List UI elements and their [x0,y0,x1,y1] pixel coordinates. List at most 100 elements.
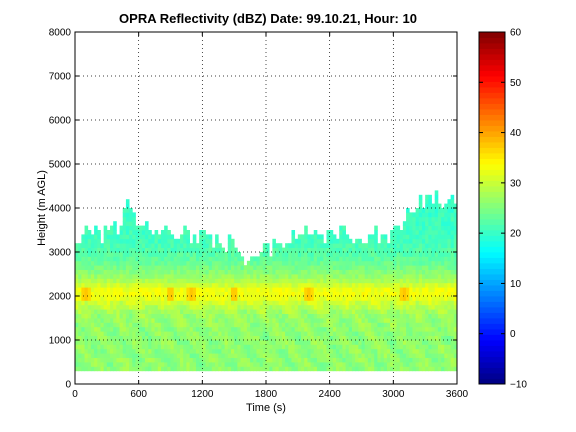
heatmap-cell [199,326,203,332]
heatmap-cell [180,357,184,363]
heatmap-cell [170,326,175,332]
heatmap-cell [116,282,120,288]
heatmap-cell [278,247,283,253]
heatmap-cell [345,300,350,306]
heatmap-cell [116,274,120,279]
heatmap-cell [374,265,378,270]
heatmap-cell [437,357,442,363]
heatmap-cell [396,256,401,262]
heatmap-cell [119,357,124,363]
heatmap-cell [259,326,264,332]
heatmap-cell [450,234,455,240]
heatmap-cell [259,362,264,367]
heatmap-cell [145,322,149,328]
heatmap-cell [170,296,175,301]
heatmap-cell [173,282,178,288]
heatmap-cell [275,344,280,350]
heatmap-cell [310,238,315,244]
heatmap-cell [202,309,206,314]
heatmap-cell [374,340,378,345]
heatmap-cell [119,344,124,350]
heatmap-cell [157,318,162,323]
heatmap-cell [211,274,216,279]
heatmap-cell [148,252,152,257]
heatmap-cell [453,344,458,350]
heatmap-cell [170,353,175,358]
heatmap-cell [164,366,168,372]
heatmap-cell [275,357,280,363]
heatmap-cell [218,265,222,270]
heatmap-cell [409,243,413,248]
heatmap-cell [441,256,445,262]
heatmap-cell [383,340,388,345]
heatmap-cell [221,335,226,341]
heatmap-cell [266,256,270,262]
heatmap-cell [125,230,130,235]
heatmap-cell [345,243,350,248]
heatmap-cell [342,300,346,306]
heatmap-cell [183,362,187,367]
heatmap-cell [75,362,79,367]
heatmap-cell [243,340,248,345]
heatmap-cell [110,362,114,367]
heatmap-cell [447,269,452,275]
heatmap-cell [386,304,391,310]
heatmap-cell [383,252,388,257]
heatmap-cell [434,230,439,235]
heatmap-cell [307,357,311,363]
heatmap-cell [256,335,261,341]
heatmap-cell [205,234,210,240]
heatmap-cell [122,260,127,266]
heatmap-cell [278,348,283,354]
heatmap-cell [75,304,79,310]
heatmap-cell [450,309,455,314]
heatmap-cell [218,331,222,336]
heatmap-cell [202,291,206,297]
heatmap-cell [186,287,190,292]
heatmap-cell [106,260,111,266]
heatmap-cell [256,322,261,328]
heatmap-cell [135,282,140,288]
heatmap-cell [173,296,178,301]
heatmap-cell [339,243,343,248]
heatmap-cell [415,252,420,257]
heatmap-cell [332,340,337,345]
heatmap-cell [218,348,222,354]
heatmap-cell [288,300,292,306]
heatmap-cell [316,238,321,244]
heatmap-cell [332,348,337,354]
heatmap-cell [364,265,369,270]
heatmap-cell [313,282,318,288]
heatmap-cell [132,326,136,332]
heatmap-cell [297,291,302,297]
heatmap-cell [437,243,442,248]
heatmap-cell [129,243,133,248]
heatmap-cell [176,287,181,292]
heatmap-cell [409,322,413,328]
heatmap-cell [119,278,124,284]
heatmap-cell [351,304,356,310]
heatmap-cell [396,230,401,235]
heatmap-cell [75,326,79,332]
heatmap-cell [97,256,101,262]
heatmap-cell [288,269,292,275]
heatmap-cell [399,331,404,336]
heatmap-cell [402,282,407,288]
heatmap-cell [243,357,248,363]
heatmap-cell [374,318,378,323]
heatmap-cell [412,300,417,306]
heatmap-cell [78,344,82,350]
heatmap-cell [409,269,413,275]
heatmap-cell [421,216,426,222]
heatmap-cell [230,287,235,292]
heatmap-cell [259,318,264,323]
heatmap-cell [348,331,353,336]
heatmap-cell [390,313,394,319]
heatmap-cell [94,326,98,332]
heatmap-cell [189,366,194,372]
heatmap-cell [87,353,92,358]
heatmap-cell [90,282,95,288]
heatmap-cell [87,230,92,235]
heatmap-cell [253,309,257,314]
